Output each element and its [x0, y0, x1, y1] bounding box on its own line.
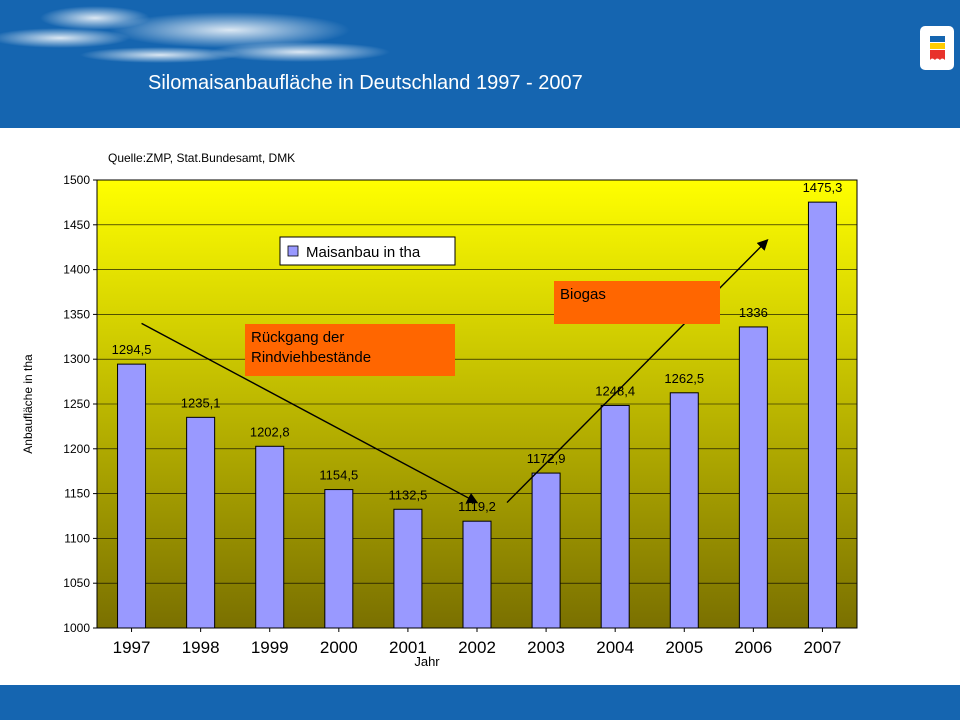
header-banner: Silomaisanbaufläche in Deutschland 1997 …	[0, 0, 960, 128]
bar-1997	[117, 363, 147, 629]
x-tick-label: 2003	[527, 638, 565, 657]
y-tick-label: 1300	[63, 352, 90, 366]
y-tick-label: 1100	[64, 531, 90, 545]
footer-bar	[0, 685, 960, 720]
x-tick-label: 1999	[251, 638, 289, 657]
bar-value-label: 1248,4	[595, 383, 635, 398]
bar-2007	[807, 201, 837, 629]
bar-2006	[738, 326, 768, 629]
trend-arrow	[141, 322, 479, 504]
bar-value-label: 1119,2	[458, 499, 496, 514]
bar-1999	[255, 445, 285, 629]
bar-2005	[669, 392, 699, 629]
bar-2000	[324, 489, 354, 629]
bar-2002	[462, 520, 492, 629]
x-tick-label: 2004	[596, 638, 634, 657]
x-tick-label: 1997	[113, 638, 151, 657]
y-tick-label: 1250	[63, 397, 90, 411]
x-tick-label: 2002	[458, 638, 496, 657]
y-tick-label: 1400	[63, 263, 90, 277]
bar-value-label: 1336	[739, 305, 768, 320]
bar-value-label: 1172,9	[527, 451, 566, 466]
annotation-text: Biogas	[560, 286, 606, 303]
bar-value-label: 1294,5	[112, 342, 152, 357]
trend-arrow	[506, 239, 769, 504]
bar-2003	[531, 472, 561, 629]
bar-value-label: 1154,5	[319, 468, 358, 483]
y-tick-label: 1350	[63, 307, 90, 321]
annotation-box	[554, 281, 720, 324]
y-tick-label: 1200	[63, 442, 90, 456]
x-tick-label: 2005	[665, 638, 703, 657]
bar-value-label: 1202,8	[250, 424, 290, 439]
legend-label: Maisanbau in tha	[306, 244, 421, 261]
bar-value-label: 1132,5	[389, 487, 428, 502]
bar-1998	[186, 416, 216, 629]
y-tick-label: 1050	[63, 576, 90, 590]
annotation-text: Rückgang der	[251, 329, 344, 346]
y-tick-label: 1150	[64, 487, 90, 501]
annotation-box	[245, 324, 455, 376]
y-tick-label: 1450	[63, 218, 90, 232]
legend-swatch	[287, 245, 299, 257]
y-axis-label: Anbaufläche in tha	[21, 354, 35, 454]
x-tick-label: 2001	[389, 638, 427, 657]
y-tick-label: 1000	[63, 621, 90, 635]
bar-value-label: 1262,5	[664, 371, 704, 386]
chart-source: Quelle:ZMP, Stat.Bundesamt, DMK	[108, 151, 295, 165]
annotation-text: Rindviehbestände	[251, 349, 371, 366]
chart-area: Quelle:ZMP, Stat.Bundesamt, DMK 1000 1050…	[21, 151, 858, 669]
x-axis-label: Jahr	[414, 654, 440, 669]
page-title: Silomaisanbaufläche in Deutschland 1997 …	[148, 72, 583, 94]
chart-legend: Maisanbau in tha	[279, 236, 456, 266]
x-tick-label: 1998	[182, 638, 220, 657]
x-tick-label: 2007	[804, 638, 842, 657]
regional-flag-logo-icon	[920, 26, 954, 70]
x-tick-label: 2000	[320, 638, 358, 657]
cloud-decoration	[0, 6, 390, 63]
bar-value-label: 1475,3	[803, 180, 843, 195]
x-tick-label: 2006	[734, 638, 772, 657]
bar-value-label: 1235,1	[181, 395, 221, 410]
bar-2004	[600, 404, 630, 629]
y-tick-label: 1500	[63, 173, 90, 187]
bar-2001	[393, 508, 423, 629]
